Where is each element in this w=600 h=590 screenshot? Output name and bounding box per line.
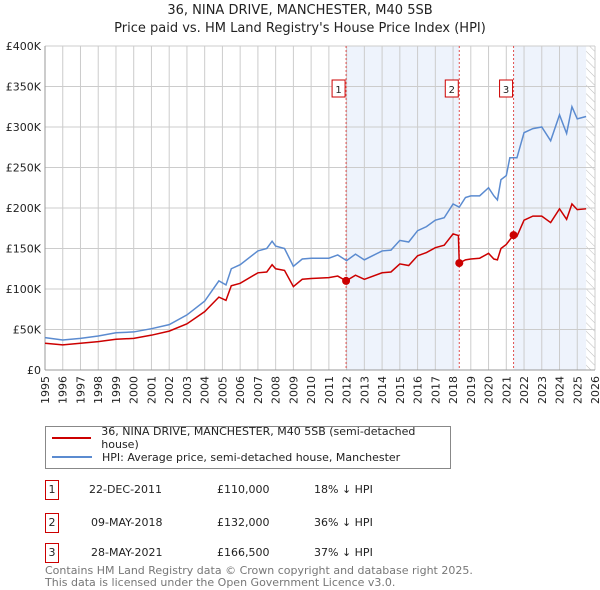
x-tick-label: 2006 bbox=[234, 376, 247, 404]
x-tick-label: 2000 bbox=[128, 376, 141, 404]
chart-title: 36, NINA DRIVE, MANCHESTER, M40 5SB bbox=[167, 3, 433, 18]
x-tick-label: 2024 bbox=[554, 376, 567, 404]
sale-marker-label: 2 bbox=[449, 85, 455, 96]
legend-swatch-blue bbox=[52, 456, 92, 458]
x-tick-label: 2007 bbox=[252, 376, 265, 404]
sale-marker-box bbox=[331, 79, 346, 98]
sale-marker-label: 3 bbox=[503, 85, 509, 96]
x-tick-label: 2019 bbox=[465, 376, 478, 404]
footer-copyright: Contains HM Land Registry data © Crown c… bbox=[45, 564, 473, 577]
y-tick-label: £400K bbox=[6, 40, 42, 53]
footer-licence: This data is licensed under the Open Gov… bbox=[45, 576, 396, 589]
x-tick-label: 2025 bbox=[571, 376, 584, 404]
legend: 36, NINA DRIVE, MANCHESTER, M40 5SB (sem… bbox=[45, 425, 451, 469]
x-tick-label: 2014 bbox=[376, 376, 389, 404]
sale-marker-box bbox=[444, 79, 459, 98]
x-tick-label: 2016 bbox=[412, 376, 425, 404]
x-tick-label: 1995 bbox=[39, 376, 52, 404]
x-tick-label: 2001 bbox=[145, 376, 158, 404]
x-tick-label: 2021 bbox=[500, 376, 513, 404]
x-tick-label: 2023 bbox=[536, 376, 549, 404]
x-tick-label: 2005 bbox=[216, 376, 229, 404]
sale-row: 3 28-MAY-2021 £166,500 37% ↓ HPI bbox=[45, 543, 445, 563]
sale-marker-label: 1 bbox=[45, 480, 59, 500]
x-tick-label: 2003 bbox=[181, 376, 194, 404]
y-tick-label: £50K bbox=[13, 324, 42, 337]
legend-item-property: 36, NINA DRIVE, MANCHESTER, M40 5SB (sem… bbox=[52, 425, 450, 451]
sale-point bbox=[455, 259, 464, 268]
x-tick-label: 1997 bbox=[74, 376, 87, 404]
sale-marker-label: 2 bbox=[45, 513, 59, 533]
y-tick-label: £150K bbox=[6, 243, 42, 256]
y-tick-label: £300K bbox=[6, 121, 42, 134]
footer: Contains HM Land Registry data © Crown c… bbox=[45, 565, 473, 589]
x-tick-label: 1998 bbox=[92, 376, 105, 404]
x-tick-label: 2018 bbox=[447, 376, 460, 404]
y-tick-label: £350K bbox=[6, 81, 42, 94]
sale-date: 22-DEC-2011 bbox=[89, 483, 163, 496]
legend-item-hpi: HPI: Average price, semi-detached house,… bbox=[52, 448, 400, 466]
sale-marker-box bbox=[499, 79, 514, 98]
x-tick-label: 2011 bbox=[323, 376, 336, 404]
x-tick-label: 2026 bbox=[589, 376, 600, 404]
sale-hpi-diff: 36% ↓ HPI bbox=[314, 516, 373, 529]
y-tick-label: £200K bbox=[6, 202, 42, 215]
series-line bbox=[44, 104, 587, 341]
chart-plot: 1995 1996 1997 1998 1999 2000 2001 2002 2003 2004… bbox=[6, 40, 600, 404]
x-tick-label: 2017 bbox=[429, 376, 442, 404]
legend-label: HPI: Average price, semi-detached house,… bbox=[102, 450, 401, 464]
sale-marker-label: 1 bbox=[335, 85, 341, 96]
x-tick-label: 2010 bbox=[305, 376, 318, 404]
x-tick-label: 1999 bbox=[110, 376, 123, 404]
series-line bbox=[44, 202, 587, 346]
x-tick-label: 2020 bbox=[483, 376, 496, 404]
sale-point bbox=[342, 276, 351, 285]
chart-subtitle: Price paid vs. HM Land Registry's House … bbox=[114, 21, 486, 36]
sale-hpi-diff: 18% ↓ HPI bbox=[314, 483, 373, 496]
x-tick-label: 2022 bbox=[518, 376, 531, 404]
x-tick-label: 2013 bbox=[358, 376, 371, 404]
sale-date: 09-MAY-2018 bbox=[91, 516, 163, 529]
legend-swatch-red bbox=[52, 437, 92, 439]
sale-row: 1 22-DEC-2011 £110,000 18% ↓ HPI bbox=[45, 480, 445, 500]
y-tick-label: £0 bbox=[27, 364, 41, 377]
x-tick-label: 1996 bbox=[57, 376, 70, 404]
sale-price: £166,500 bbox=[217, 546, 270, 559]
y-tick-label: £100K bbox=[6, 283, 42, 296]
legend-label: 36, NINA DRIVE, MANCHESTER, M40 5SB (sem… bbox=[101, 425, 416, 451]
x-tick-label: 2008 bbox=[270, 376, 283, 404]
x-tick-label: 2009 bbox=[287, 376, 300, 404]
x-tick-label: 2015 bbox=[394, 376, 407, 404]
x-tick-label: 2012 bbox=[341, 376, 354, 404]
sale-price: £110,000 bbox=[217, 483, 270, 496]
x-tick-label: 2004 bbox=[199, 376, 212, 404]
y-tick-label: £250K bbox=[6, 162, 42, 175]
sale-date: 28-MAY-2021 bbox=[91, 546, 163, 559]
sale-hpi-diff: 37% ↓ HPI bbox=[314, 546, 373, 559]
sale-marker-label: 3 bbox=[45, 543, 59, 563]
sale-point bbox=[509, 231, 518, 240]
sale-row: 2 09-MAY-2018 £132,000 36% ↓ HPI bbox=[45, 513, 445, 533]
x-tick-label: 2002 bbox=[163, 376, 176, 404]
sale-price: £132,000 bbox=[217, 516, 270, 529]
